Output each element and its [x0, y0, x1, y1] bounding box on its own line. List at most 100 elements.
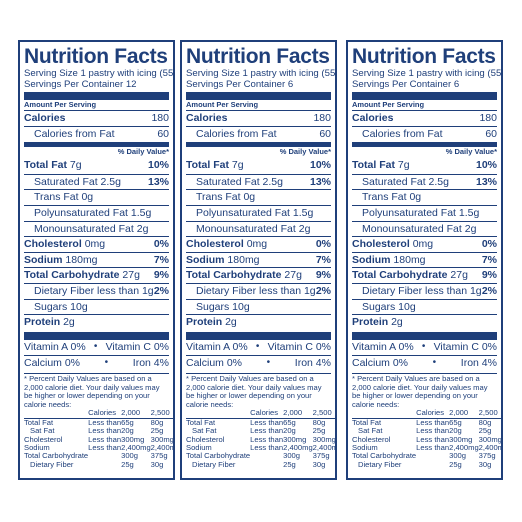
nutrient-name: Dietary Fiber less than 1g: [362, 284, 482, 297]
table-cell: Total Carbohydrate: [24, 451, 89, 461]
table-cell: [416, 461, 449, 469]
nutrient-name: Trans Fat 0g: [362, 191, 422, 204]
table-row: Dietary Fiber 25g 30g: [352, 460, 501, 469]
calories-from-fat-label: Calories from Fat: [362, 127, 443, 140]
table-cell: Dietary Fiber: [30, 459, 74, 469]
nutrient-amount: 0mg: [84, 238, 106, 251]
nutrient-row: Dietary Fiber less than 1g 2%: [352, 282, 497, 299]
mineral-row: Calcium 0% • Iron 4%: [352, 355, 497, 371]
nutrient-row: Saturated Fat 2.5g 13%: [24, 173, 169, 190]
nutrient-label: Total Carbohydrate 27g: [352, 268, 468, 282]
calories-label: Calories: [24, 112, 66, 124]
table-cell: 300mg: [449, 434, 473, 444]
nutrient-row: Sodium 180mg 7%: [24, 251, 169, 268]
nutrient-row: Total Carbohydrate 27g 9%: [24, 267, 169, 283]
table-cell: 20g: [121, 426, 134, 436]
table-cell: Sodium: [352, 442, 378, 452]
table-cell: Sodium: [24, 442, 50, 452]
nutrient-daily-value: 0%: [481, 238, 497, 251]
nutrient-row: Total Fat 7g 10%: [186, 158, 331, 174]
footnote: * Percent Daily Values are based on a 2,…: [186, 372, 335, 469]
nutrient-row: Sodium 180mg 7%: [186, 251, 331, 268]
nutrient-name: Polyunsaturated Fat 1.5g: [34, 206, 152, 219]
table-row: Total Fat Less than 65g 80g: [186, 417, 335, 427]
table-cell: 375g: [150, 451, 168, 461]
daily-values-header-row: Calories 2,000 2,500: [352, 409, 501, 419]
table-cell: 80g: [478, 417, 492, 427]
nutrient-label: Trans Fat 0g: [34, 190, 93, 204]
table-cell: Less than: [88, 417, 122, 427]
table-row: Total Fat Less than 65g 80g: [352, 417, 501, 427]
nutrient-daily-value: 7%: [153, 253, 169, 266]
nutrient-label: Polyunsaturated Fat 1.5g: [34, 206, 151, 220]
calories-label: Calories: [186, 112, 228, 124]
nutrient-name: Total Fat: [352, 159, 395, 172]
nutrient-label: Monounsaturated Fat 2g: [34, 222, 148, 236]
nutrition-facts-panel: Nutrition Facts Serving Size 1 pastry wi…: [180, 40, 337, 480]
nutrient-name: Total Carbohydrate: [352, 269, 448, 282]
nutrient-amount: 2g: [63, 316, 75, 329]
bullet-icon: •: [93, 340, 98, 352]
iron: Iron 4%: [294, 357, 331, 370]
table-cell: Total Carbohydrate: [352, 451, 417, 461]
table-cell: Total Fat: [24, 417, 54, 427]
footnote: * Percent Daily Values are based on a 2,…: [24, 372, 173, 469]
thick-divider: [186, 92, 331, 100]
daily-values-table: Calories 2,000 2,500 Total Fat Less than 65g 8…: [352, 409, 502, 469]
calories-row: Calories 180: [352, 110, 497, 126]
daily-values-table: Calories 2,000 2,500 Total Fat Less than 65g 8…: [186, 409, 335, 469]
table-cell: 25g: [150, 426, 164, 436]
table-row: Total Carbohydrate 300g 375g: [186, 451, 335, 461]
table-cell: Cholesterol: [186, 434, 225, 444]
nutrient-label: Trans Fat 0g: [196, 190, 255, 204]
calcium: Calcium 0%: [352, 357, 409, 370]
nutrient-row: Trans Fat 0g: [352, 189, 497, 205]
nutrient-row: Protein 2g: [186, 314, 331, 330]
table-cell: Sat Fat: [30, 426, 55, 436]
nutrient-label: Protein 2g: [186, 315, 237, 329]
nutrient-label: Monounsaturated Fat 2g: [196, 222, 310, 236]
nutrient-label: Polyunsaturated Fat 1.5g: [362, 206, 479, 220]
table-header-cell: [352, 409, 417, 419]
table-cell: Total Fat: [352, 417, 382, 427]
table-cell: Less than: [250, 434, 284, 444]
table-row: Sat Fat Less than 20g 25g: [186, 426, 335, 436]
table-row: Cholesterol Less than 300mg 300mg: [352, 434, 502, 444]
footnote-text: * Percent Daily Values are based on a 2,…: [24, 373, 160, 409]
table-cell: 300g: [449, 451, 467, 461]
nutrient-row: Dietary Fiber less than 1g 2%: [24, 282, 169, 299]
nutrient-name: Dietary Fiber less than 1g: [34, 284, 154, 297]
nutrient-amount: 27g: [450, 269, 468, 282]
daily-value-header: % Daily Value*: [186, 146, 331, 158]
table-cell: 300mg: [478, 434, 502, 444]
table-cell: 375g: [312, 451, 330, 461]
nutrient-daily-value: 0%: [153, 238, 169, 251]
table-row: Sat Fat Less than 20g 25g: [352, 426, 501, 435]
table-cell: Total Fat: [186, 417, 216, 427]
table-cell: Sodium: [186, 442, 212, 452]
nutrient-daily-value: 7%: [315, 253, 331, 266]
nutrient-name: Monounsaturated Fat 2g: [196, 222, 311, 235]
table-cell: Cholesterol: [352, 434, 391, 444]
nutrient-list: Total Fat 7g 10% Saturated Fat 2.5g 13% Tran…: [352, 158, 497, 330]
calories-from-fat-value: 60: [319, 127, 331, 140]
nutrient-label: Total Fat 7g: [24, 158, 82, 172]
bullet-icon: •: [421, 340, 426, 352]
nutrient-row: Saturated Fat 2.5g 13%: [186, 173, 331, 190]
thick-divider: [186, 331, 331, 340]
nutrient-daily-value: 2%: [153, 284, 169, 297]
nutrient-row: Monounsaturated Fat 2g: [24, 220, 169, 237]
calories-from-fat-value: 60: [157, 127, 169, 140]
nutrient-row: Trans Fat 0g: [186, 189, 331, 205]
iron: Iron 4%: [460, 357, 497, 370]
nutrient-label: Saturated Fat 2.5g: [34, 175, 121, 189]
table-cell: 20g: [283, 426, 296, 436]
nutrient-daily-value: 13%: [147, 175, 169, 188]
nutrient-row: Saturated Fat 2.5g 13%: [352, 173, 497, 190]
calories-from-fat-row: Calories from Fat 60: [186, 125, 331, 142]
nutrient-label: Cholesterol 0mg: [24, 237, 105, 251]
nutrient-label: Sodium 180mg: [352, 253, 426, 267]
nutrient-label: Sodium 180mg: [24, 253, 98, 267]
nutrient-name: Saturated Fat 2.5g: [34, 175, 121, 188]
